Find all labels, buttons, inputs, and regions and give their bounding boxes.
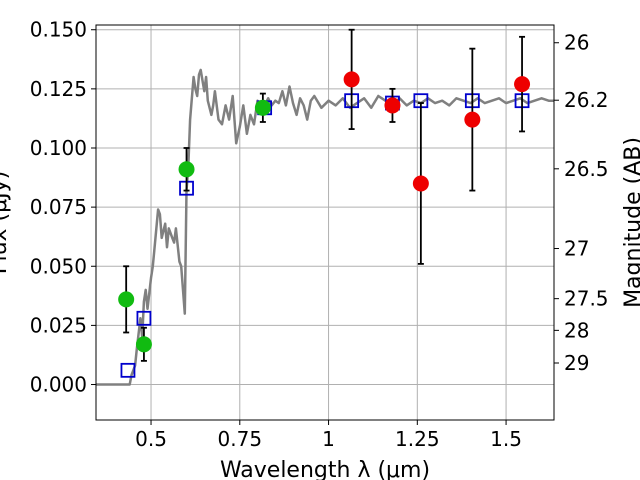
model-flux-square xyxy=(120,362,136,378)
x-tick-label: 1.5 xyxy=(490,427,522,451)
y-tick-label: 0.050 xyxy=(30,254,87,278)
x-tick-label: 0.75 xyxy=(218,427,263,451)
observed-flux-point xyxy=(135,336,152,353)
grid-lines xyxy=(96,25,554,420)
x-tick-label: 1.25 xyxy=(395,427,440,451)
observed-flux-point xyxy=(514,76,531,93)
model-flux-square xyxy=(136,310,152,326)
y-tick-label: 0.075 xyxy=(30,195,87,219)
observed-flux-point xyxy=(343,71,360,88)
right-tick-label: 29 xyxy=(564,351,589,375)
right-tick-label: 27.5 xyxy=(564,287,609,311)
model-spectrum-line xyxy=(96,68,554,386)
y-axis-label-left: Flux (μJy) xyxy=(0,171,12,274)
series-layer xyxy=(96,28,554,386)
x-tick-label: 0.5 xyxy=(135,427,167,451)
right-tick-label: 26.5 xyxy=(564,157,609,181)
observed-flux-point xyxy=(254,99,271,116)
observed-flux-point xyxy=(384,97,401,114)
y-tick-label: 0.025 xyxy=(30,313,87,337)
right-tick-label: 28 xyxy=(564,318,589,342)
right-tick-label: 26 xyxy=(564,31,589,55)
x-axis-ticks: 0.5 0.75 1 1.25 1.5 xyxy=(135,420,522,451)
observed-flux-point xyxy=(178,161,195,178)
y-tick-label: 0.125 xyxy=(30,77,87,101)
observed-flux-point xyxy=(118,291,135,308)
y-axis-label-right: Magnitude (AB) xyxy=(621,137,640,308)
right-axis-ticks: 26 26.2 26.5 27 27.5 28 29 xyxy=(554,31,609,375)
x-tick-label: 1 xyxy=(322,427,335,451)
right-tick-label: 26.2 xyxy=(564,88,609,112)
observed-flux-point xyxy=(412,175,429,192)
y-tick-label: 0.100 xyxy=(30,136,87,160)
right-tick-label: 27 xyxy=(564,237,589,261)
plot-frame xyxy=(95,24,555,421)
y-tick-label: 0.150 xyxy=(30,18,87,42)
observed-flux-point xyxy=(464,111,481,128)
y-axis-ticks: 0.000 0.025 0.050 0.075 0.100 0.125 0.150 xyxy=(30,18,96,397)
y-tick-label: 0.000 xyxy=(30,373,87,397)
x-axis-label: Wavelength λ (μm) xyxy=(220,458,430,480)
